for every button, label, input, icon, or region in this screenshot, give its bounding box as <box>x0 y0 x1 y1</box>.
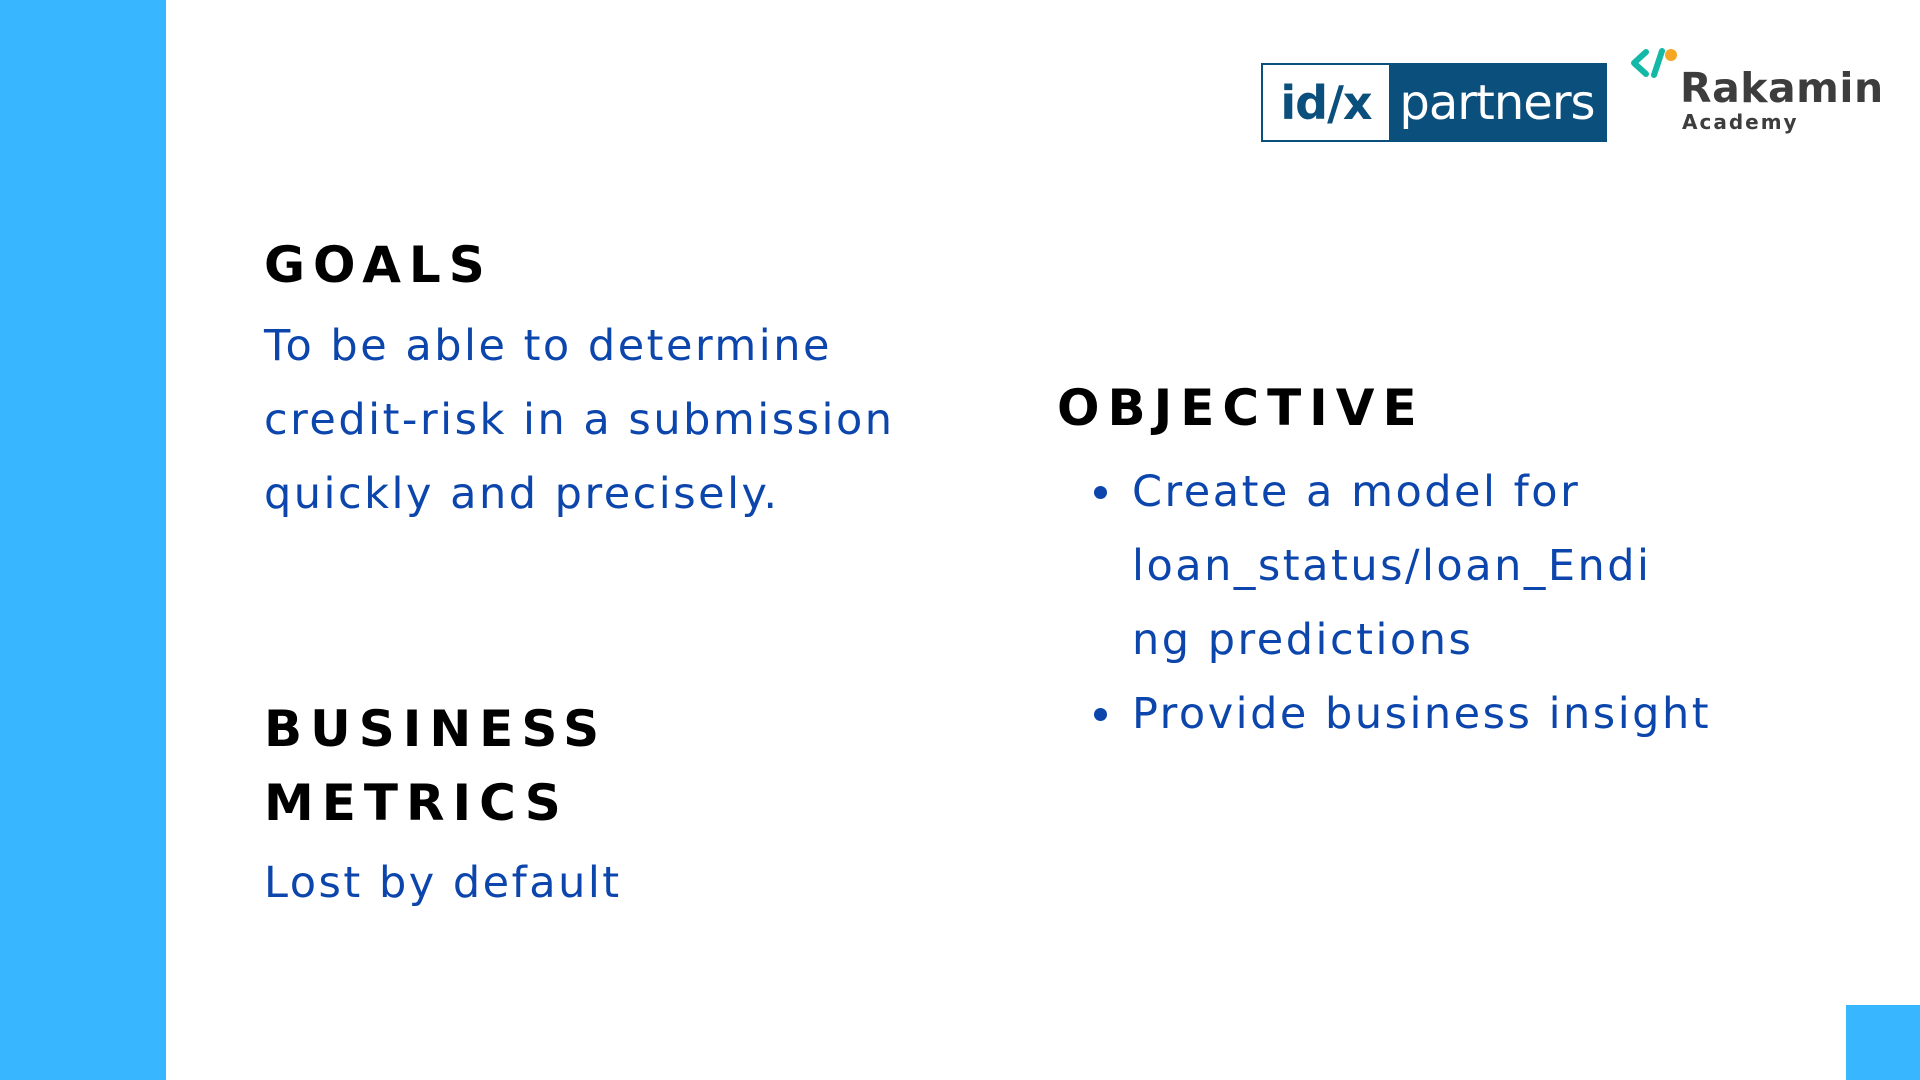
idx-partners-logo: id/x partners <box>1261 63 1607 142</box>
business-metrics-description: Lost by default <box>264 858 622 908</box>
idx-logo-mark: id/x <box>1280 75 1372 130</box>
goals-line: credit-risk in a submission <box>264 395 895 445</box>
objective-list-item: Create a model for loan_status/loan_Endi… <box>1090 455 1711 677</box>
business-metrics-heading: BUSINESS METRICS <box>264 692 607 840</box>
bullet-icon <box>1094 486 1107 499</box>
rakamin-logo-subtitle: Academy <box>1682 110 1799 134</box>
corner-accent-square <box>1846 1005 1920 1080</box>
rakamin-code-icon <box>1631 48 1677 78</box>
objective-item-line: Provide business insight <box>1132 689 1712 739</box>
rakamin-logo-name: Rakamin <box>1680 64 1884 112</box>
goals-line: To be able to determine <box>264 321 832 371</box>
bullet-icon <box>1094 708 1107 721</box>
goals-heading: GOALS <box>264 236 493 294</box>
objective-item-line: loan_status/loan_Endi <box>1132 541 1652 591</box>
goals-line: quickly and precisely. <box>264 469 780 519</box>
goals-description: To be able to determine credit-risk in a… <box>264 309 984 531</box>
idx-logo-wordmark: partners <box>1389 65 1605 140</box>
business-metrics-heading-line: METRICS <box>264 774 569 832</box>
objective-list: Create a model for loan_status/loan_Endi… <box>1090 455 1711 751</box>
business-metrics-heading-line: BUSINESS <box>264 700 608 758</box>
left-accent-bar <box>0 0 166 1080</box>
objective-item-line: Create a model for <box>1132 467 1581 517</box>
objective-item-line: ng predictions <box>1132 615 1474 665</box>
rakamin-academy-logo: Rakamin Academy <box>1630 48 1883 138</box>
objective-list-item: Provide business insight <box>1090 677 1711 751</box>
objective-heading: OBJECTIVE <box>1057 379 1425 437</box>
